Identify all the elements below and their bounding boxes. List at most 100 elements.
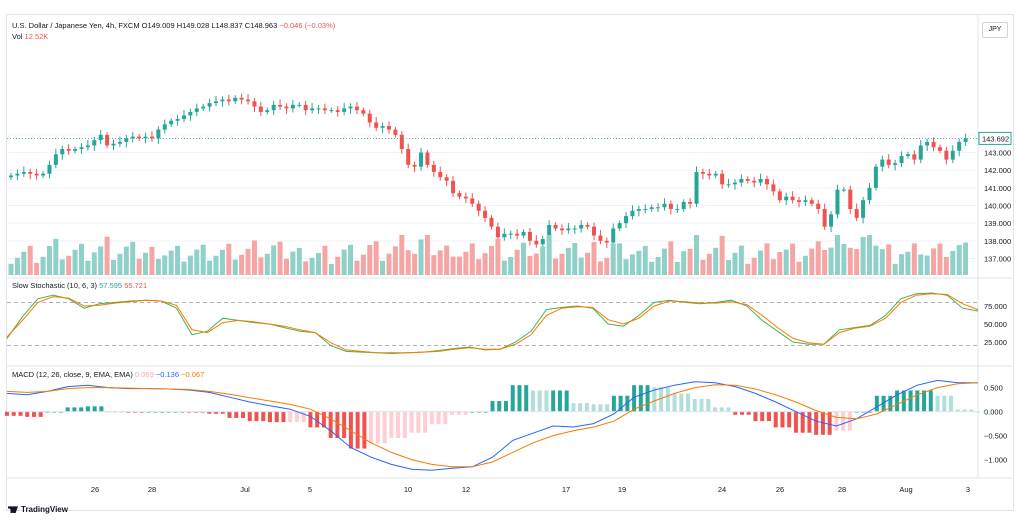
macd-histogram-bar	[605, 404, 610, 412]
macd-histogram-bar	[241, 411, 246, 418]
volume-bar	[578, 257, 584, 275]
volume-bar	[251, 240, 257, 275]
time-tick-label: Jul	[240, 485, 250, 494]
macd-histogram-bar	[793, 411, 798, 433]
candle-body	[149, 136, 154, 139]
volume-bar	[456, 256, 462, 275]
candle-body	[386, 126, 391, 130]
macd-histogram-bar	[544, 390, 549, 412]
time-tick-label: 28	[148, 485, 156, 494]
volume-bar	[553, 258, 559, 275]
macd-histogram-bar	[578, 403, 583, 412]
macd-histogram-bar	[537, 390, 542, 412]
currency-button[interactable]: JPY	[982, 22, 1008, 38]
macd-histogram-bar	[834, 411, 839, 431]
candle-body	[848, 189, 853, 210]
volume-bar	[597, 261, 603, 275]
macd-histogram-bar	[645, 385, 650, 412]
volume-bar	[399, 235, 405, 275]
candle-body	[912, 154, 917, 160]
macd-histogram-bar	[780, 411, 785, 428]
macd-histogram-bar	[443, 411, 448, 425]
macd-histogram-bar	[591, 404, 596, 412]
candle-body	[803, 200, 808, 202]
volume-bar	[335, 256, 341, 275]
ohlc-low: L148.837	[211, 21, 243, 30]
volume-bar	[367, 245, 373, 275]
volume-bar	[892, 263, 898, 275]
volume-bar	[46, 246, 52, 275]
macd-histogram-bar	[638, 385, 643, 412]
candle-body	[592, 226, 597, 236]
price-tick-label: 137.000	[984, 254, 1011, 263]
volume-bar	[726, 260, 732, 275]
candle-body	[271, 104, 276, 111]
macd-histogram-bar	[659, 387, 664, 412]
candle-body	[861, 200, 866, 218]
macd-histogram-bar	[92, 406, 97, 412]
macd-histogram-bar	[874, 395, 879, 412]
candle-body	[303, 104, 308, 111]
candle-body	[290, 104, 295, 109]
candle-body	[777, 191, 782, 201]
volume-bar	[687, 248, 693, 275]
candle-body	[105, 134, 110, 146]
volume-bar	[815, 241, 821, 275]
candle-body	[867, 187, 872, 201]
candle-body	[85, 145, 90, 148]
candle-body	[495, 226, 500, 238]
candle-body	[310, 108, 315, 111]
volume-bar	[745, 263, 751, 275]
macd-histogram-bar	[382, 411, 387, 444]
volume-bar	[617, 243, 623, 275]
macd-histogram-bar	[207, 411, 212, 414]
candle-body	[124, 138, 129, 142]
volume-bar	[469, 243, 475, 275]
candle-body	[611, 228, 616, 243]
volume-bar	[264, 253, 270, 275]
volume-bar	[123, 246, 129, 275]
volume-bar	[168, 250, 174, 275]
candle-body	[809, 200, 814, 204]
macd-histogram-bar	[247, 411, 252, 422]
volume-bar	[508, 257, 514, 275]
macd-histogram-bar	[463, 411, 468, 415]
macd-histogram-bar	[611, 395, 616, 412]
time-tick-label: 12	[462, 485, 470, 494]
candle-body	[944, 150, 949, 160]
macd-histogram-bar	[982, 411, 987, 413]
candle-body	[585, 224, 590, 227]
candle-body	[841, 189, 846, 191]
volume-bar	[194, 249, 200, 275]
macd-histogram-bar	[739, 411, 744, 415]
candle-body	[643, 209, 648, 211]
candle-body	[21, 171, 26, 174]
candle-body	[957, 141, 962, 151]
candle-body	[931, 141, 936, 148]
macd-histogram-bar	[787, 411, 792, 428]
volume-bar	[348, 244, 354, 275]
macd-histogram-bar	[416, 411, 421, 433]
candle-body	[886, 159, 891, 165]
volume-bar	[963, 242, 969, 275]
macd-histogram-bar	[530, 390, 535, 412]
candle-body	[707, 173, 712, 176]
volume-bar	[175, 245, 181, 275]
volume-bar	[53, 238, 59, 275]
volume-bar	[694, 235, 700, 275]
macd-histogram-bar	[564, 390, 569, 412]
volume-bar	[911, 243, 917, 275]
volume-bar	[341, 249, 347, 275]
macd-histogram-bar	[915, 390, 920, 412]
volume-bar	[719, 235, 725, 275]
candle-body	[713, 173, 718, 176]
macd-histogram-bar	[888, 395, 893, 412]
price-tick-label: 138.000	[984, 237, 1011, 246]
candle-body	[239, 97, 244, 100]
volume-bar	[392, 246, 398, 275]
volume-bar	[8, 263, 14, 275]
candle-body	[412, 164, 417, 167]
macd-signal-value: −0.067	[181, 370, 205, 379]
volume-bar	[40, 256, 46, 275]
